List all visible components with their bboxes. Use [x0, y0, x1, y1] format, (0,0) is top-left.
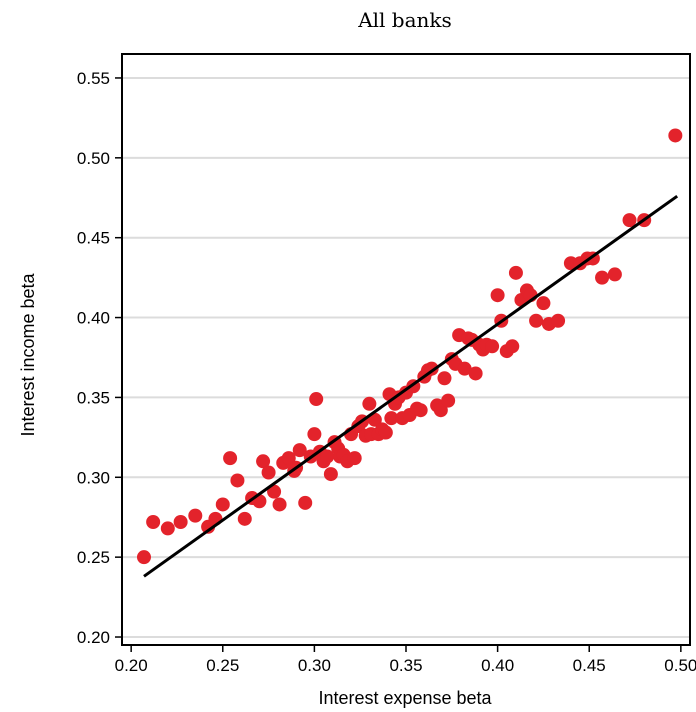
y-tick-label: 0.45: [77, 229, 110, 248]
data-point: [508, 265, 523, 280]
data-point: [230, 473, 245, 488]
data-point: [413, 403, 428, 418]
data-point: [267, 484, 282, 499]
y-tick-label: 0.25: [77, 548, 110, 567]
data-point: [281, 451, 296, 466]
data-point: [298, 495, 313, 510]
y-tick-label: 0.55: [77, 69, 110, 88]
data-point: [160, 521, 175, 536]
y-tick-label: 0.35: [77, 388, 110, 407]
regression-line-group: [143, 194, 679, 578]
data-point: [272, 497, 287, 512]
regression-line: [143, 194, 679, 578]
data-point: [367, 412, 382, 427]
x-tick-label: 0.25: [206, 656, 239, 675]
data-point: [505, 339, 520, 354]
data-point: [468, 366, 483, 381]
data-point: [292, 443, 307, 458]
data-point: [237, 511, 252, 526]
data-point: [378, 425, 393, 440]
x-axis-label: Interest expense beta: [318, 688, 492, 708]
axis-ticks: 0.20 0.25 0.30 0.35 0.40 0.45 0.50 0.55 0.20 0.25…: [77, 69, 696, 675]
data-point: [146, 515, 161, 530]
data-point: [490, 288, 505, 303]
data-point: [536, 296, 551, 311]
x-tick-label: 0.20: [115, 656, 148, 675]
data-point: [223, 451, 238, 466]
data-point: [261, 465, 276, 480]
data-point: [188, 508, 203, 523]
data-point: [433, 403, 448, 418]
x-tick-label: 0.40: [481, 656, 514, 675]
gridlines: [122, 76, 690, 639]
data-point: [437, 371, 452, 386]
y-tick-label: 0.50: [77, 149, 110, 168]
y-tick-label: 0.20: [77, 628, 110, 647]
data-point: [551, 313, 566, 328]
data-point: [441, 393, 456, 408]
y-tick-label: 0.30: [77, 468, 110, 487]
x-tick-label: 0.45: [573, 656, 606, 675]
y-tick-label: 0.40: [77, 309, 110, 328]
data-point: [215, 497, 230, 512]
data-point: [384, 411, 399, 426]
data-points: [136, 128, 683, 565]
data-point: [309, 392, 324, 407]
x-tick-label: 0.35: [389, 656, 422, 675]
chart-title: All banks: [357, 8, 452, 32]
data-point: [320, 449, 335, 464]
data-point: [136, 550, 151, 565]
data-point: [307, 427, 322, 442]
data-point: [362, 396, 377, 411]
data-point: [173, 515, 188, 530]
y-axis-label: Interest income beta: [18, 272, 38, 436]
x-tick-label: 0.50: [664, 656, 696, 675]
data-point: [668, 128, 683, 143]
data-point: [607, 267, 622, 282]
x-tick-label: 0.30: [298, 656, 331, 675]
data-point: [595, 270, 610, 285]
data-point: [323, 467, 338, 482]
data-point: [622, 213, 637, 228]
data-point: [256, 454, 271, 469]
data-point: [347, 451, 362, 466]
data-point: [457, 361, 472, 376]
data-point: [529, 313, 544, 328]
data-point: [485, 339, 500, 354]
